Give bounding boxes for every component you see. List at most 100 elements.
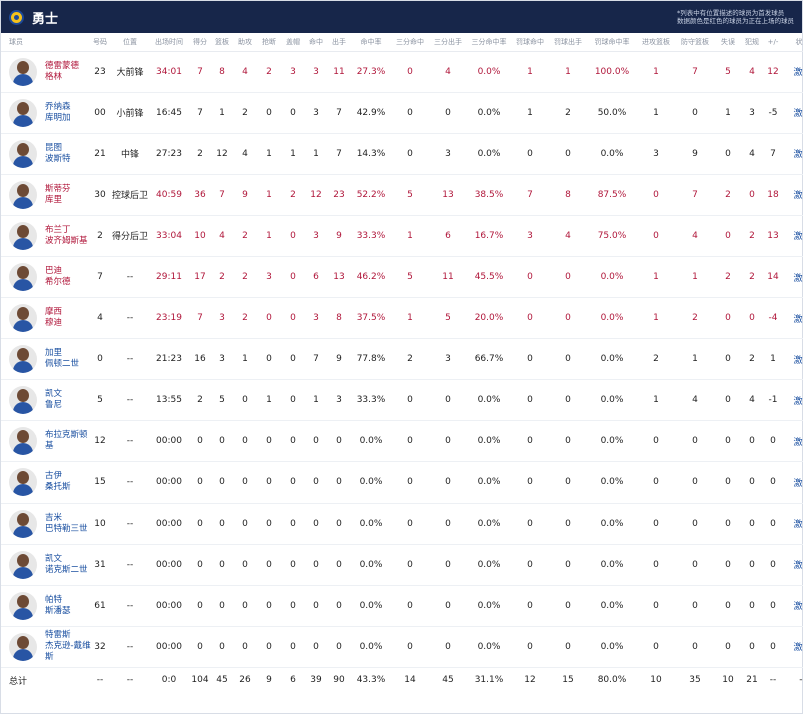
stat-cell-fta: 1 bbox=[549, 51, 587, 93]
stat-cell-ftm: 0 bbox=[511, 338, 549, 381]
player-name-link[interactable]: 昆图 波斯特 bbox=[45, 142, 71, 164]
stat-cell-ft_pct: 0.0% bbox=[587, 585, 637, 627]
status-link[interactable]: 激活 bbox=[783, 585, 803, 627]
totals-cell-status: -- bbox=[799, 675, 803, 686]
stat-cell-fta: 0 bbox=[549, 626, 587, 668]
stat-cell-position: 控球后卫 bbox=[111, 174, 149, 216]
player-avatar bbox=[9, 304, 37, 333]
stat-cell-minutes: 00:00 bbox=[149, 503, 189, 545]
totals-cell-fgm: 39 bbox=[310, 675, 322, 686]
totals-cell-number: -- bbox=[96, 675, 104, 686]
totals-cell-tp_pct: 31.1% bbox=[474, 675, 504, 686]
stat-cell-tpm: 5 bbox=[391, 256, 429, 299]
status-link[interactable]: 激活 bbox=[783, 215, 803, 257]
status-link[interactable]: 激活 bbox=[783, 338, 803, 381]
stat-cell-fga: 9 bbox=[327, 338, 351, 381]
stat-cell-number: 4 bbox=[89, 297, 111, 340]
player-name-link[interactable]: 帕特 斯潘瑟 bbox=[45, 594, 71, 616]
stat-cell-position: -- bbox=[111, 297, 149, 340]
totals-cell-dreb: 35 bbox=[689, 675, 701, 686]
stat-cell-tpa: 0 bbox=[429, 585, 467, 627]
stat-cell-minutes: 27:23 bbox=[149, 133, 189, 175]
stat-cell-fg_pct: 0.0% bbox=[351, 420, 391, 463]
stat-cell-assists: 0 bbox=[233, 626, 257, 668]
stat-cell-number: 61 bbox=[89, 585, 111, 627]
stat-cell-tp_pct: 20.0% bbox=[467, 297, 511, 340]
column-header: 罚球出手 bbox=[549, 33, 587, 52]
stat-cell-fga: 9 bbox=[327, 215, 351, 257]
stat-cell-tov: 0 bbox=[715, 585, 741, 627]
stat-cell-tpm: 2 bbox=[391, 338, 429, 381]
column-header: 篮板 bbox=[211, 33, 233, 52]
player-name-link[interactable]: 加里 佩顿二世 bbox=[45, 348, 80, 370]
player-name-link[interactable]: 凯文 鲁尼 bbox=[45, 389, 63, 411]
player-name-link[interactable]: 凯文 诺克斯二世 bbox=[45, 553, 88, 575]
player-avatar bbox=[9, 468, 37, 497]
stat-cell-points: 0 bbox=[189, 420, 211, 463]
totals-cell-tov: 10 bbox=[722, 675, 734, 686]
stat-cell-number: 30 bbox=[89, 174, 111, 216]
status-link[interactable]: 激活 bbox=[783, 92, 803, 134]
stat-cell-assists: 0 bbox=[233, 585, 257, 627]
totals-cell-oreb: 10 bbox=[650, 675, 662, 686]
player-name-link[interactable]: 乔纳森 库明加 bbox=[45, 101, 71, 123]
player-name-link[interactable]: 特雷斯 杰克逊-戴维斯 bbox=[45, 630, 91, 663]
stat-cell-steals: 1 bbox=[257, 133, 281, 175]
stat-cell-fg_pct: 27.3% bbox=[351, 51, 391, 93]
stat-cell-rebounds: 0 bbox=[211, 585, 233, 627]
stat-cell-ft_pct: 0.0% bbox=[587, 544, 637, 586]
player-name-link[interactable]: 布拉克斯顿基 bbox=[45, 430, 88, 452]
status-link[interactable]: 激活 bbox=[783, 133, 803, 175]
status-link[interactable]: 激活 bbox=[783, 174, 803, 216]
stat-cell-dreb: 0 bbox=[675, 461, 715, 504]
stat-cell-fouls: 0 bbox=[741, 503, 763, 545]
player-name-link[interactable]: 德雷蒙德 格林 bbox=[45, 60, 80, 82]
column-header: 号码 bbox=[89, 33, 111, 52]
stat-cell-fta: 0 bbox=[549, 503, 587, 545]
status-link[interactable]: 激活 bbox=[783, 461, 803, 504]
stat-cell-rebounds: 1 bbox=[211, 92, 233, 134]
status-link[interactable]: 激活 bbox=[783, 297, 803, 340]
stat-cell-minutes: 21:23 bbox=[149, 338, 189, 381]
stat-cell-blocks: 0 bbox=[281, 503, 305, 545]
player-name-link[interactable]: 巴迪 希尔德 bbox=[45, 266, 71, 288]
stat-cell-blocks: 0 bbox=[281, 215, 305, 257]
status-link[interactable]: 激活 bbox=[783, 379, 803, 422]
column-header: 出场时间 bbox=[149, 33, 189, 52]
stat-cell-ft_pct: 0.0% bbox=[587, 338, 637, 381]
stat-cell-fg_pct: 52.2% bbox=[351, 174, 391, 216]
player-name-link[interactable]: 布兰丁 波齐姆斯基 bbox=[45, 224, 88, 246]
stat-cell-tp_pct: 45.5% bbox=[467, 256, 511, 299]
stat-cell-tp_pct: 38.5% bbox=[467, 174, 511, 216]
stat-cell-blocks: 0 bbox=[281, 585, 305, 627]
stat-cell-rebounds: 0 bbox=[211, 544, 233, 586]
status-link[interactable]: 激活 bbox=[783, 626, 803, 668]
totals-label: 总计 bbox=[9, 676, 28, 687]
stat-cell-plus_minus: 14 bbox=[763, 256, 783, 299]
stat-cell-dreb: 9 bbox=[675, 133, 715, 175]
status-link[interactable]: 激活 bbox=[783, 51, 803, 93]
totals-cell-fouls: 21 bbox=[746, 675, 758, 686]
status-link[interactable]: 激活 bbox=[783, 420, 803, 463]
player-avatar bbox=[9, 427, 37, 456]
player-name-link[interactable]: 斯蒂芬 库里 bbox=[45, 183, 71, 205]
stat-cell-fgm: 6 bbox=[305, 256, 327, 299]
player-name-link[interactable]: 古伊 桑托斯 bbox=[45, 471, 71, 493]
status-link[interactable]: 激活 bbox=[783, 503, 803, 545]
status-link[interactable]: 激活 bbox=[783, 544, 803, 586]
stat-cell-points: 0 bbox=[189, 626, 211, 668]
status-link[interactable]: 激活 bbox=[783, 256, 803, 299]
stat-cell-assists: 4 bbox=[233, 51, 257, 93]
stat-cell-position: 小前锋 bbox=[111, 92, 149, 134]
stat-cell-steals: 0 bbox=[257, 503, 281, 545]
column-header: 盖帽 bbox=[281, 33, 305, 52]
player-avatar bbox=[9, 386, 37, 415]
player-name-link[interactable]: 吉米 巴特勒三世 bbox=[45, 512, 88, 534]
column-header: 助攻 bbox=[233, 33, 257, 52]
stat-cell-tp_pct: 0.0% bbox=[467, 51, 511, 93]
stat-cell-tpm: 0 bbox=[391, 544, 429, 586]
stat-cell-tov: 0 bbox=[715, 420, 741, 463]
player-name-link[interactable]: 摩西 穆迪 bbox=[45, 307, 63, 329]
stat-cell-rebounds: 3 bbox=[211, 338, 233, 381]
